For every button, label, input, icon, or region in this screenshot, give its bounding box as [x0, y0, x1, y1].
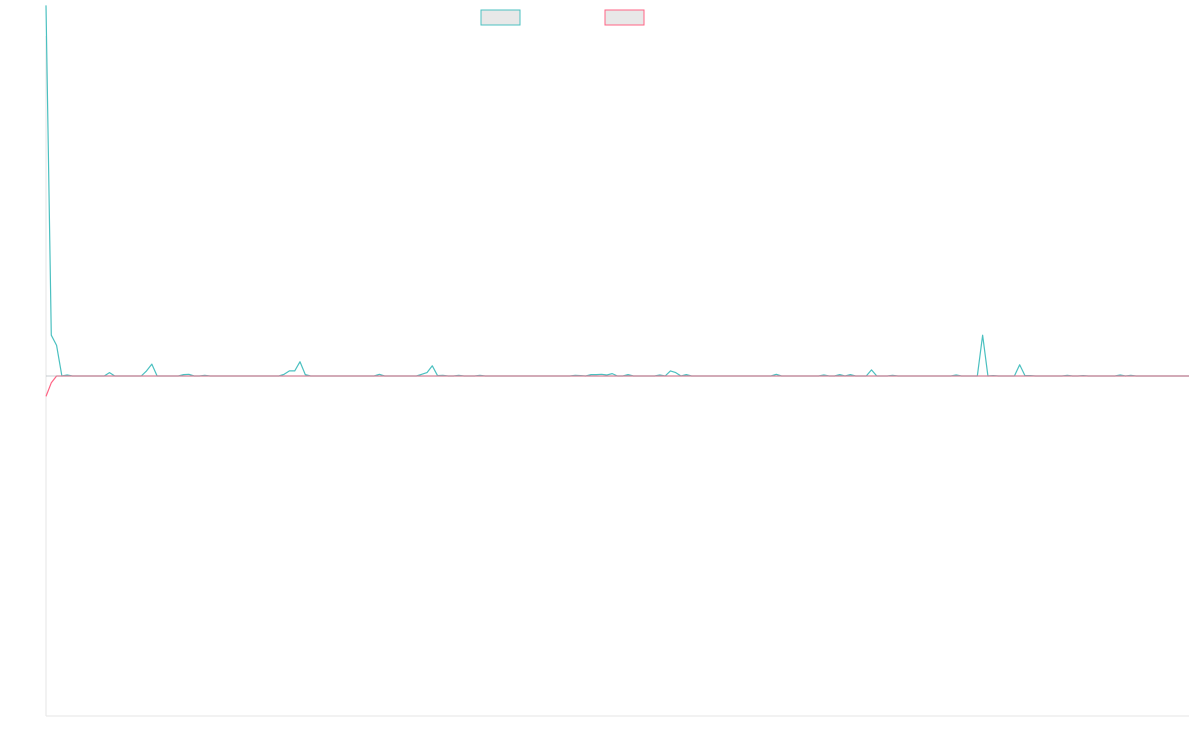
legend — [480, 9, 645, 26]
series-line-2 — [45, 375, 1189, 397]
legend-swatch — [604, 9, 645, 26]
legend-swatch — [480, 9, 521, 26]
legend-item — [480, 9, 521, 26]
series-line-1 — [45, 5, 1189, 377]
legend-item — [604, 9, 645, 26]
series-layer — [45, 5, 1189, 397]
